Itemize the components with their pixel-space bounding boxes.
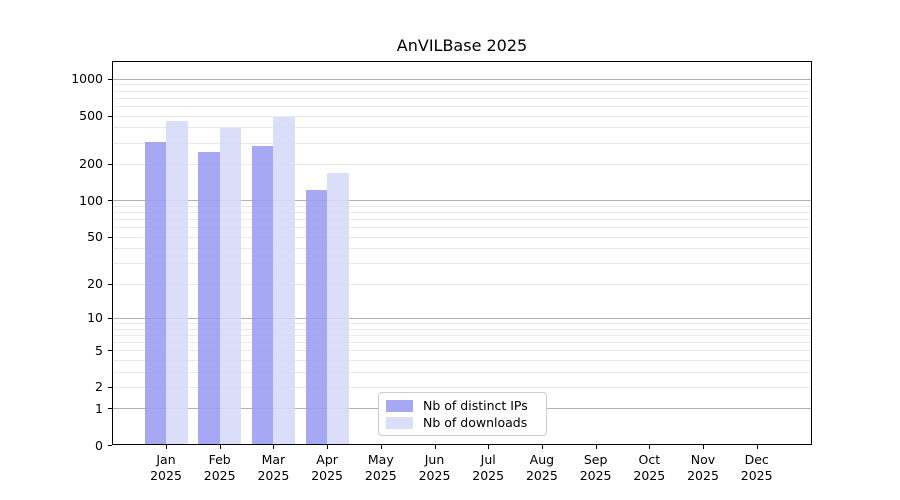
y-minor-gridline — [112, 84, 812, 86]
legend-item-distinct-ips: Nb of distinct IPs — [386, 398, 538, 413]
x-tick-mark — [166, 445, 167, 449]
x-tick-label-dec: Dec 2025 — [740, 452, 773, 483]
bar-apr-downloads — [327, 173, 349, 445]
y-tick-label: 500 — [79, 108, 103, 123]
bar-apr-distinct-ips — [305, 190, 328, 445]
y-tick-label: 10 — [87, 310, 103, 326]
bar-jan-downloads — [166, 120, 188, 445]
y-minor-gridline — [112, 323, 812, 324]
x-tick-label-aug: Aug 2025 — [525, 452, 558, 483]
y-minor-gridline — [112, 219, 812, 221]
y-tick-label: 100 — [79, 192, 103, 208]
y-minor-gridline — [112, 105, 812, 107]
y-minor-gridline — [112, 205, 812, 207]
y-minor-gridline — [112, 328, 812, 330]
y-tick-label: 200 — [79, 156, 103, 172]
y-minor-gridline — [112, 334, 812, 336]
y-tick-label: 0 — [95, 437, 103, 453]
x-tick-label-jan: Jan 2025 — [150, 452, 182, 483]
legend-item-downloads: Nb of downloads — [386, 415, 538, 430]
y-minor-gridline — [112, 212, 812, 214]
y-tick-label: 5 — [95, 342, 103, 358]
x-tick-mark — [273, 445, 275, 449]
y-major-gridline — [112, 317, 812, 319]
x-tick-mark — [380, 445, 382, 449]
x-tick-label-oct: Oct 2025 — [633, 452, 666, 483]
legend: Nb of distinct IPs Nb of downloads — [378, 392, 547, 436]
x-tick-mark — [434, 445, 436, 449]
y-minor-gridline — [112, 163, 812, 165]
y-tick-mark — [108, 317, 112, 319]
x-tick-mark — [219, 445, 221, 449]
y-minor-gridline — [112, 227, 812, 229]
y-minor-gridline — [112, 350, 812, 351]
y-tick-mark — [108, 386, 112, 388]
bar-mar-distinct-ips — [251, 145, 274, 445]
bar-mar-downloads — [273, 117, 295, 445]
x-tick-mark — [541, 445, 543, 449]
bar-feb-downloads — [219, 127, 242, 445]
y-tick-label: 20 — [87, 276, 103, 292]
y-tick-label: 1 — [95, 400, 103, 416]
x-tick-label-jun: Jun 2025 — [418, 452, 451, 483]
y-tick-mark — [108, 445, 112, 446]
y-tick-mark — [108, 115, 112, 117]
x-tick-label-jul: Jul 2025 — [472, 452, 505, 483]
x-tick-label-sep: Sep 2025 — [579, 452, 612, 483]
y-tick-mark — [108, 78, 112, 80]
x-tick-mark — [703, 445, 704, 449]
chart-title: AnVILBase 2025 — [396, 36, 528, 55]
y-tick-mark — [108, 408, 112, 410]
y-minor-gridline — [112, 248, 812, 250]
y-tick-label: 2 — [95, 379, 103, 395]
y-minor-gridline — [112, 371, 812, 373]
x-tick-mark — [649, 445, 651, 449]
y-minor-gridline — [112, 283, 812, 285]
y-minor-gridline — [112, 236, 812, 238]
bar-feb-distinct-ips — [198, 151, 220, 445]
bar-jan-distinct-ips — [144, 141, 166, 445]
y-minor-gridline — [112, 115, 812, 117]
x-tick-mark — [756, 445, 758, 449]
x-tick-mark — [595, 445, 597, 449]
y-minor-gridline — [112, 142, 812, 144]
bars-layer — [112, 61, 812, 445]
x-tick-mark — [327, 445, 329, 449]
y-minor-gridline — [112, 263, 812, 264]
y-tick-mark — [108, 200, 112, 202]
y-minor-gridline — [112, 90, 812, 92]
legend-label-distinct-ips: Nb of distinct IPs — [423, 398, 528, 413]
y-minor-gridline — [112, 386, 812, 388]
x-tick-label-nov: Nov 2025 — [687, 452, 719, 483]
y-major-gridline — [112, 200, 812, 202]
x-tick-label-mar: Mar 2025 — [257, 452, 290, 483]
x-tick-label-apr: Apr 2025 — [311, 452, 343, 483]
y-minor-gridline — [112, 97, 812, 99]
y-tick-mark — [108, 350, 112, 351]
x-tick-label-may: May 2025 — [364, 452, 397, 483]
y-tick-mark — [108, 236, 112, 238]
x-tick-label-feb: Feb 2025 — [203, 452, 236, 483]
y-tick-mark — [108, 283, 112, 285]
y-major-gridline — [112, 78, 812, 80]
y-minor-gridline — [112, 127, 812, 129]
y-tick-mark — [108, 163, 112, 165]
x-tick-mark — [488, 445, 490, 449]
legend-label-downloads: Nb of downloads — [423, 415, 528, 430]
y-minor-gridline — [112, 341, 812, 343]
distinct-ips-swatch-icon — [386, 399, 413, 412]
y-tick-label: 1000 — [71, 71, 103, 87]
y-tick-label: 50 — [87, 229, 103, 245]
downloads-swatch-icon — [386, 416, 413, 429]
y-minor-gridline — [112, 359, 812, 361]
grid-layer — [112, 61, 812, 445]
